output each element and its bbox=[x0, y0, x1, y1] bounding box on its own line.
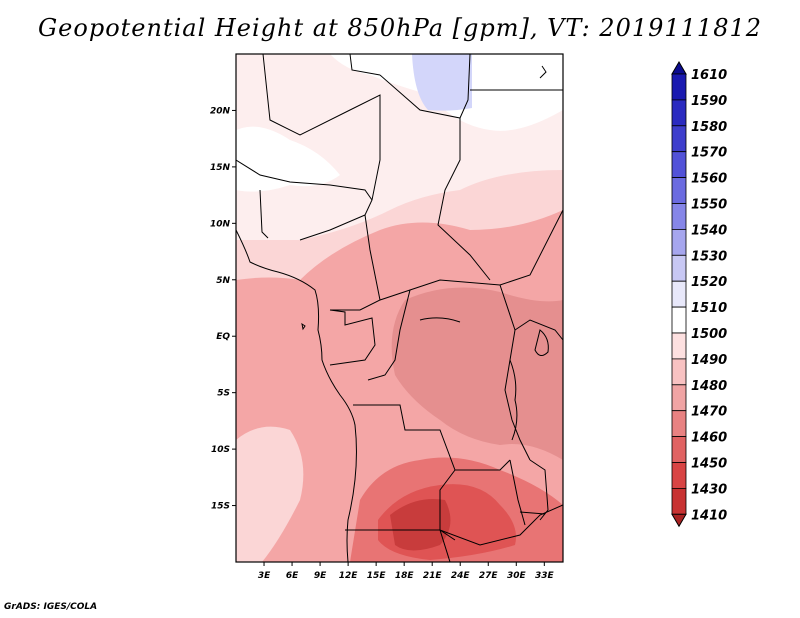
map-frame bbox=[235, 53, 564, 563]
colorbar-label: 1410 bbox=[691, 508, 727, 523]
lat-tick-label: 5N bbox=[216, 276, 230, 286]
colorbar-label: 1570 bbox=[691, 146, 727, 161]
border-line bbox=[353, 404, 511, 471]
lon-tick-label: 24E bbox=[451, 571, 471, 581]
colorbar-swatch bbox=[671, 462, 687, 489]
lat-tick-label: 10S bbox=[211, 445, 230, 455]
lon-tick-label: 9E bbox=[314, 571, 327, 581]
field-band-1500-sw bbox=[236, 426, 304, 562]
map-title: Geopotential Height at 850hPa [gpm], VT:… bbox=[38, 14, 762, 42]
colorbar-swatch bbox=[671, 228, 687, 256]
colorbar-label: 1430 bbox=[691, 482, 727, 497]
colorbar-label: 1560 bbox=[691, 172, 727, 187]
colorbar-swatch bbox=[671, 332, 687, 360]
colorbar-label: 1490 bbox=[691, 353, 727, 368]
colorbar-swatch bbox=[671, 203, 687, 230]
colorbar-swatch bbox=[671, 306, 687, 334]
border-line bbox=[514, 319, 563, 341]
colorbar-swatch bbox=[671, 487, 687, 515]
lake-outline bbox=[519, 511, 546, 515]
field-band-1530 bbox=[412, 54, 472, 111]
border-line bbox=[439, 469, 456, 541]
lon-tick-label: 27E bbox=[479, 571, 499, 581]
island-outline bbox=[301, 322, 306, 331]
colorbar-swatch bbox=[671, 151, 687, 178]
lake-outline bbox=[534, 329, 549, 356]
colorbar-label: 1580 bbox=[691, 120, 727, 135]
border-line bbox=[367, 289, 411, 381]
lon-tick-label: 6E bbox=[286, 571, 299, 581]
lon-tick-label: 12E bbox=[339, 571, 359, 581]
colorbar-label: 1590 bbox=[691, 94, 727, 109]
colorbar-swatch bbox=[671, 73, 687, 101]
lon-tick-label: 30E bbox=[507, 571, 527, 581]
colorbar-label: 1500 bbox=[691, 327, 727, 342]
field-band-1450 bbox=[390, 499, 451, 551]
lake-outline bbox=[509, 359, 518, 441]
lon-tick-label: 18E bbox=[395, 571, 415, 581]
colorbar-swatch bbox=[671, 384, 687, 412]
lat-tick-label: 5S bbox=[217, 389, 230, 399]
lat-tick-label: 10N bbox=[210, 219, 231, 229]
colorbar-label: 1530 bbox=[691, 249, 727, 264]
border-line bbox=[509, 459, 526, 526]
colorbar-swatch bbox=[671, 99, 687, 127]
colorbar-label: 1520 bbox=[691, 275, 727, 290]
border-line bbox=[439, 529, 451, 562]
lon-tick-label: 21E bbox=[423, 571, 443, 581]
colorbar-swatch bbox=[671, 125, 687, 153]
lat-tick-label: 15N bbox=[210, 163, 231, 173]
colorbar-swatch bbox=[671, 436, 687, 463]
border-line bbox=[236, 159, 373, 201]
coastline bbox=[236, 229, 357, 562]
lat-tick-label: 15S bbox=[211, 502, 230, 512]
height-field bbox=[236, 54, 563, 562]
colorbar-label: 1610 bbox=[691, 68, 727, 83]
border-line bbox=[259, 189, 269, 239]
colorbar-top-arrow bbox=[671, 61, 687, 75]
border-line bbox=[345, 504, 563, 546]
border-line bbox=[379, 209, 563, 301]
border-line bbox=[437, 118, 491, 281]
colorbar-label: 1550 bbox=[691, 198, 727, 213]
border-line bbox=[529, 459, 549, 521]
border-line bbox=[329, 309, 376, 366]
lon-tick-label: 3E bbox=[258, 571, 271, 581]
colorbar-label: 1450 bbox=[691, 457, 727, 472]
colorbar-bottom-arrow bbox=[671, 513, 687, 528]
colorbar-swatch bbox=[671, 358, 687, 386]
country-borders bbox=[236, 54, 563, 562]
credit-label: GrADS: IGES/COLA bbox=[4, 602, 98, 612]
colorbar: 1610 1590 1580 1570 1560 1550 1540 1530 1520 1510… bbox=[671, 61, 727, 528]
colorbar-label: 1470 bbox=[691, 405, 727, 420]
colorbar-swatch bbox=[671, 254, 687, 282]
latitude-axis: 20N 15N 10N 5N EQ 5S 10S 15S bbox=[210, 106, 236, 512]
longitude-axis: 3E 6E 9E 12E 15E 18E 21E 24E 27E 30E 33E bbox=[258, 562, 555, 581]
field-band-1480 bbox=[391, 287, 563, 460]
colorbar-label: 1540 bbox=[691, 223, 727, 238]
colorbar-label: 1460 bbox=[691, 431, 727, 446]
lat-tick-label: 20N bbox=[210, 106, 231, 116]
colorbar-label: 1480 bbox=[691, 379, 727, 394]
border-line bbox=[349, 54, 381, 76]
lon-tick-label: 33E bbox=[535, 571, 555, 581]
colorbar-swatch bbox=[671, 280, 687, 308]
lake-outline bbox=[419, 317, 461, 323]
border-line bbox=[262, 54, 381, 216]
lat-tick-label: EQ bbox=[216, 332, 230, 342]
border-line bbox=[299, 214, 381, 311]
island-outline bbox=[539, 65, 547, 79]
colorbar-swatch bbox=[671, 410, 687, 438]
colorbar-swatch bbox=[671, 177, 687, 204]
lon-tick-label: 15E bbox=[367, 571, 387, 581]
colorbar-label: 1510 bbox=[691, 301, 727, 316]
